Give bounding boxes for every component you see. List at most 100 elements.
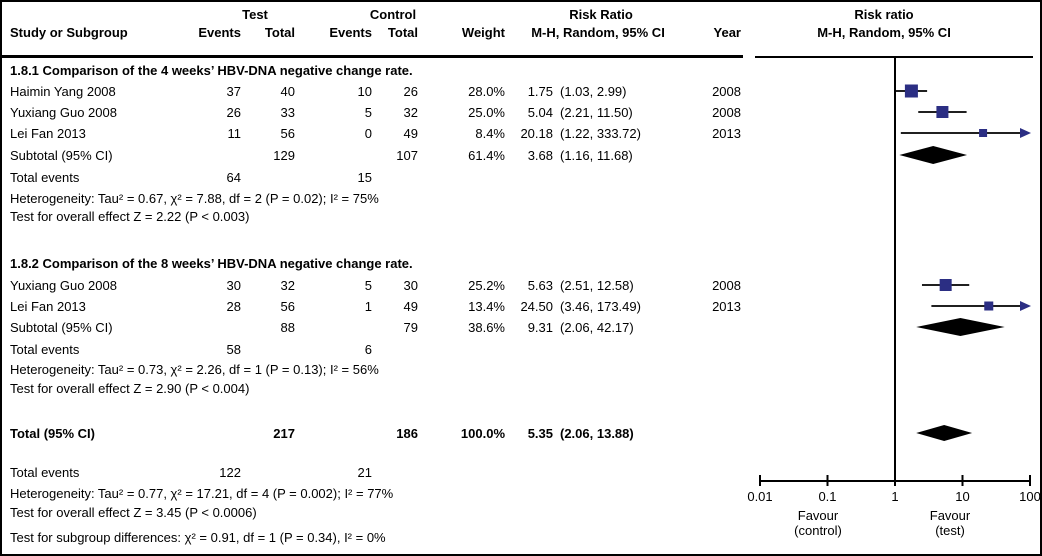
test-total: 56 [280,126,295,141]
test-events: 11 [227,126,242,141]
subgroup-differences-text: Test for subgroup differences: χ² = 0.91… [10,530,386,545]
weight-value: 61.4% [468,148,505,163]
total-events-label: Total events [10,342,80,357]
control-events: 5 [364,105,372,120]
test-total: 40 [280,84,295,99]
risk-ratio-value: 20.18 [520,126,553,141]
col-header-control-total: Total [387,25,418,40]
summary-diamond [916,318,1005,336]
year-value: 2013 [712,126,741,141]
test-total: 129 [273,148,295,163]
favour-label-left: Favour (control) [748,508,888,538]
summary-diamond [899,146,968,164]
col-header-control-group: Control [369,7,417,22]
effect-square [939,279,952,291]
year-value: 2008 [712,105,741,120]
control-total: 30 [403,278,418,293]
weight-value: 100.0% [460,426,505,441]
test-events: 37 [226,84,241,99]
risk-ratio-value: 5.04 [527,105,553,120]
study-name: Subtotal (95% CI) [10,148,113,163]
study-name: Total (95% CI) [10,426,95,441]
col-header-test-events: Events [198,25,241,40]
col-header-risk-ratio: Risk Ratio [569,7,633,22]
total-events-test: 64 [226,170,241,185]
control-total: 79 [403,320,418,335]
plot-header-risk-ratio: Risk ratio [854,7,914,22]
control-total: 186 [396,426,418,441]
control-total: 26 [403,84,418,99]
test-events: 30 [226,278,241,293]
plot-header-mh-ci: M-H, Random, 95% CI [817,25,951,40]
subgroup-heading: 1.8.1 Comparison of the 4 weeks’ HBV-DNA… [10,63,413,78]
x-tick-label: 100 [1019,489,1041,504]
study-name: Yuxiang Guo 2008 [10,105,117,120]
control-events: 1 [364,299,372,314]
favour-label-right: Favour (test) [880,508,1020,538]
total-events-label: Total events [10,465,80,480]
effect-square [904,84,918,98]
summary-diamond [916,425,973,441]
total-events-control: 6 [364,342,372,357]
study-name: Lei Fan 2013 [10,126,86,141]
total-events-control: 15 [357,170,372,185]
control-total: 49 [403,299,418,314]
test-total: 33 [280,105,295,120]
control-total: 107 [396,148,418,163]
heterogeneity-text: Heterogeneity: Tau² = 0.73, χ² = 2.26, d… [10,362,379,377]
col-header-mh-ci: M-H, Random, 95% CI [531,25,665,40]
confidence-interval: (1.03, 2.99) [560,84,627,99]
confidence-interval: (2.06, 13.88) [560,426,634,441]
total-events-test: 58 [226,342,241,357]
control-events: 10 [357,84,372,99]
test-total: 217 [273,426,295,441]
col-header-test-group: Test [242,7,268,22]
weight-value: 25.0% [468,105,505,120]
control-events: 5 [364,278,372,293]
favour-left-line2: (control) [794,523,842,538]
col-header-control-events: Events [329,25,372,40]
risk-ratio-value: 1.75 [527,84,553,99]
x-tick-label: 10 [955,489,970,504]
control-total: 32 [403,105,418,120]
col-header-test-total: Total [264,25,295,40]
table-header-divider [2,55,743,58]
total-events-control: 21 [357,465,372,480]
overall-effect-text: Test for overall effect Z = 2.22 (P < 0.… [10,209,250,224]
test-total: 32 [280,278,295,293]
confidence-interval: (2.06, 42.17) [560,320,634,335]
study-name: Subtotal (95% CI) [10,320,113,335]
total-events-test: 122 [219,465,241,480]
weight-value: 8.4% [475,126,505,141]
favour-right-line2: (test) [935,523,965,538]
total-events-label: Total events [10,170,80,185]
test-total: 88 [280,320,295,335]
effect-square [936,106,949,118]
risk-ratio-value: 3.68 [527,148,553,163]
favour-right-line1: Favour [929,508,971,523]
control-total: 49 [403,126,418,141]
favour-left-line1: Favour [797,508,839,523]
risk-ratio-value: 9.31 [527,320,553,335]
plot-header-divider [755,56,1033,58]
effect-square [984,301,994,311]
col-header-study: Study or Subgroup [10,25,128,40]
study-name: Haimin Yang 2008 [10,84,116,99]
col-header-weight: Weight [461,25,505,40]
weight-value: 28.0% [468,84,505,99]
risk-ratio-value: 24.50 [520,299,553,314]
control-events: 0 [364,126,372,141]
study-name: Yuxiang Guo 2008 [10,278,117,293]
arrow-right-icon [1020,128,1031,138]
weight-value: 38.6% [468,320,505,335]
confidence-interval: (1.16, 11.68) [560,148,633,163]
x-tick-label: 0.01 [747,489,773,504]
effect-square [979,129,988,137]
col-header-year: Year [713,25,741,40]
risk-ratio-value: 5.63 [527,278,553,293]
weight-value: 13.4% [468,299,505,314]
test-total: 56 [280,299,295,314]
weight-value: 25.2% [468,278,505,293]
year-value: 2008 [712,84,741,99]
heterogeneity-text: Heterogeneity: Tau² = 0.67, χ² = 7.88, d… [10,191,379,206]
